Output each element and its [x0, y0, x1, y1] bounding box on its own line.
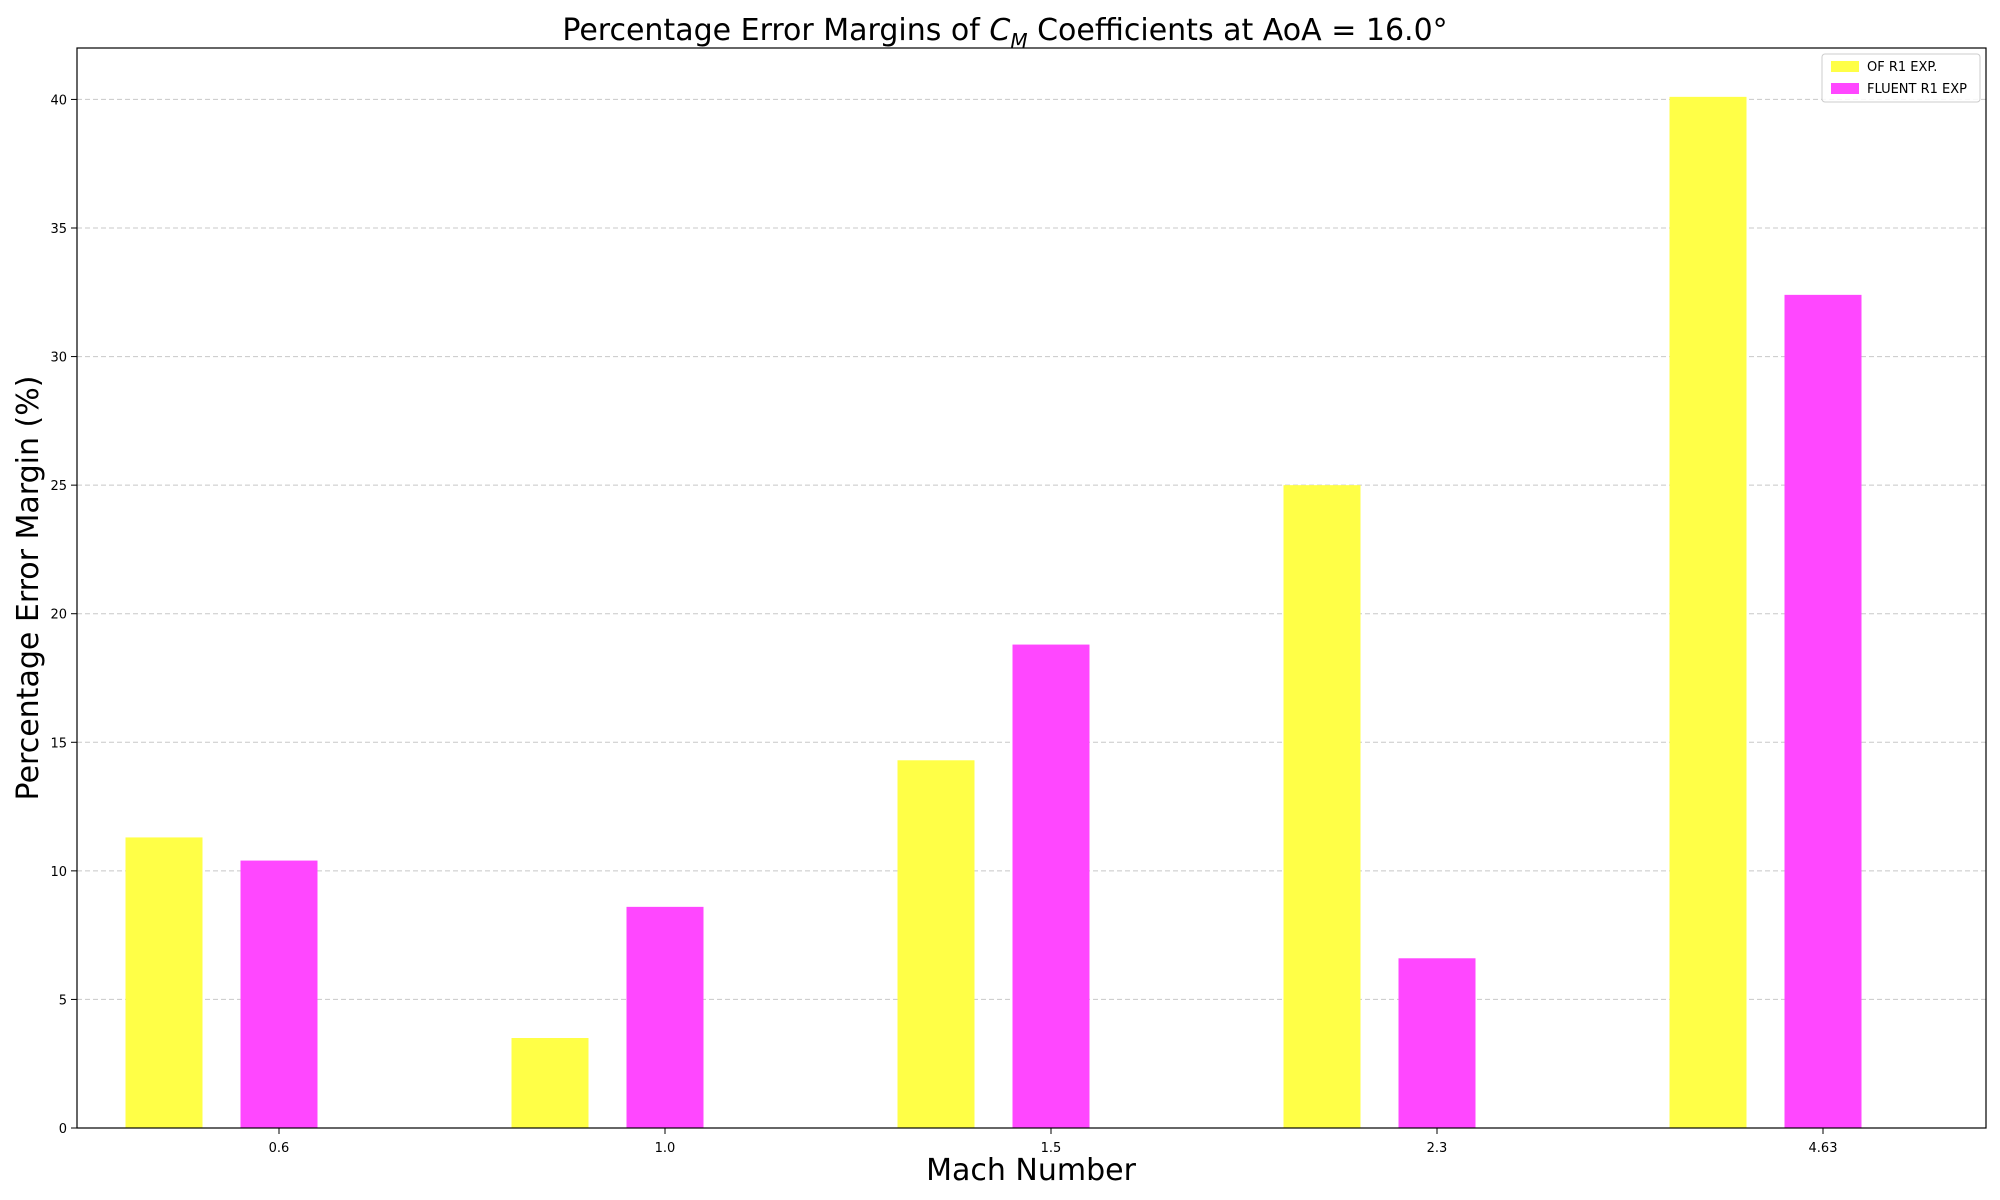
- x-tick-label: 0.6: [269, 1141, 290, 1156]
- legend: OF R1 EXP. FLUENT R1 EXP: [1821, 53, 1981, 103]
- x-axis-ticks: 0.6 1.0 1.5 2.3 4.63: [269, 1128, 1838, 1156]
- x-tick-label: 1.0: [655, 1141, 676, 1156]
- y-tick-label: 15: [50, 736, 67, 751]
- legend-label: OF R1 EXP.: [1867, 60, 1937, 75]
- x-tick-label: 1.5: [1041, 1141, 1062, 1156]
- bar-fluent-r1-exp: [626, 906, 704, 1128]
- x-axis-label: Mach Number: [926, 1153, 1136, 1188]
- legend-swatch: [1831, 83, 1859, 94]
- y-tick-label: 10: [50, 865, 67, 880]
- x-tick-label: 2.3: [1427, 1141, 1448, 1156]
- plot-frame: [76, 47, 1987, 1129]
- x-tick-label: 4.63: [1809, 1141, 1838, 1156]
- bars: [125, 96, 1862, 1129]
- legend-box: [1821, 53, 1981, 103]
- bar-fluent-r1-exp: [240, 860, 318, 1128]
- bar-of-r1-exp: [125, 837, 203, 1128]
- bar-of-r1-exp: [511, 1038, 589, 1128]
- bar-fluent-r1-exp: [1784, 294, 1862, 1128]
- chart-title: Percentage Error Margins of CM Coefficie…: [562, 13, 1447, 53]
- legend-label: FLUENT R1 EXP: [1867, 82, 1967, 97]
- bar-fluent-r1-exp: [1012, 644, 1090, 1128]
- y-axis-label: Percentage Error Margin (%): [11, 376, 46, 801]
- bar-of-r1-exp: [1669, 96, 1747, 1128]
- y-tick-label: 0: [59, 1122, 67, 1137]
- y-tick-label: 40: [50, 93, 67, 108]
- y-tick-label: 20: [50, 608, 67, 623]
- y-tick-label: 30: [50, 351, 67, 366]
- y-tick-label: 5: [59, 993, 67, 1008]
- bar-of-r1-exp: [897, 760, 975, 1128]
- y-axis-ticks: 0 5 10 15 20 25 30 35 40: [50, 93, 77, 1137]
- bar-fluent-r1-exp: [1398, 958, 1476, 1128]
- y-tick-label: 25: [50, 479, 67, 494]
- y-tick-label: 35: [50, 222, 67, 237]
- legend-swatch: [1831, 61, 1859, 72]
- bar-of-r1-exp: [1283, 485, 1361, 1129]
